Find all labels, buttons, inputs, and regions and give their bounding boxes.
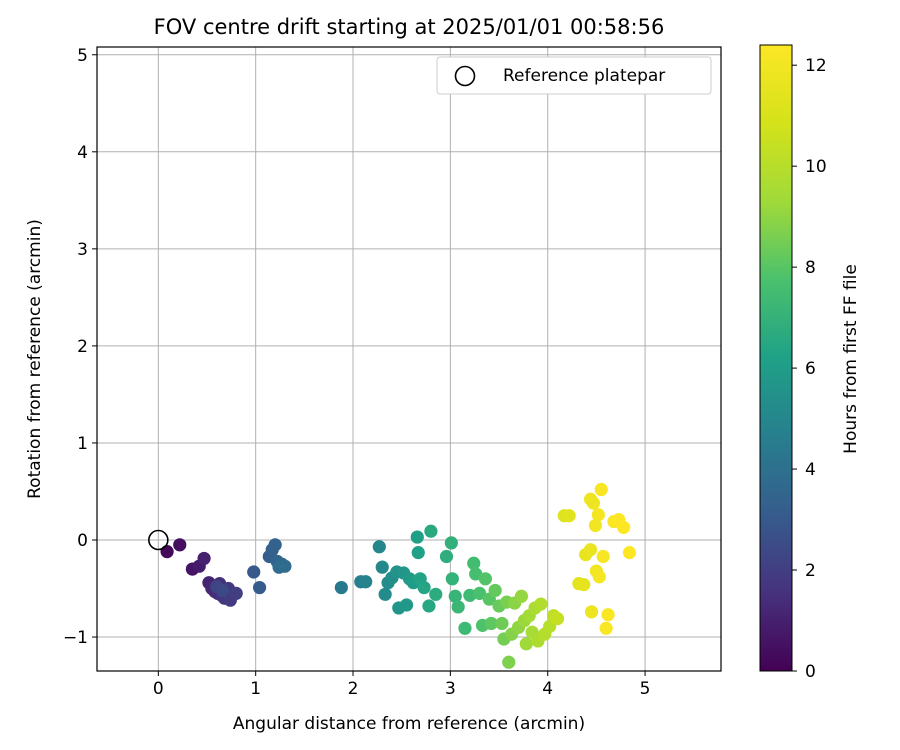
scatter-point [596,549,610,564]
scatter-point [550,611,565,626]
x-tick-label: 1 [250,679,261,699]
y-tick-label: 3 [77,240,88,260]
y-tick-label: 4 [77,143,88,163]
y-tick-label: 5 [77,46,88,66]
scatter-point [588,518,603,533]
colorbar-tick-label: 8 [805,258,816,278]
scatter-point [601,608,615,622]
legend-entry-reference: Reference platepar [503,66,665,86]
colorbar-tick-label: 4 [805,460,816,480]
grid [97,47,721,671]
colorbar-tick-label: 12 [805,56,827,76]
scatter-point [467,556,481,570]
x-tick-label: 2 [348,679,359,699]
scatter-point [495,616,509,631]
scatter-point [160,545,174,559]
x-axis-label: Angular distance from reference (arcmin) [233,714,585,734]
colorbar: 0 2 4 6 8 10 12 Hours from first FF file [759,44,861,682]
scatter-point [411,546,425,560]
scatter-point [458,621,472,635]
scatter-point [173,538,187,552]
scatter-point [583,492,598,506]
scatter-point [478,572,493,586]
reference-platepar-point [148,529,169,551]
colorbar-tick-label: 2 [805,561,816,581]
colorbar-gradient [759,44,793,672]
scatter-point [591,508,605,522]
legend-marker-icon [454,65,476,87]
y-tick-label: 2 [77,337,88,357]
scatter-point [247,565,261,579]
scatter-point [562,509,576,523]
scatter-point [577,578,591,592]
scatter-point [448,589,462,603]
scatter-point [583,543,598,557]
scatter-point [488,583,502,598]
colorbar-tick-label: 0 [805,662,816,682]
colorbar-ticks: 0 2 4 6 8 10 12 [792,56,827,682]
scatter-point [519,637,533,651]
y-tick-label: 0 [77,531,88,551]
y-tick-label: −1 [63,628,88,648]
scatter-point [424,524,438,538]
scatter-point [622,546,637,560]
scatter-point [451,600,465,614]
scatter-point [197,551,211,566]
scatter-point [215,583,230,598]
scatter-point [417,580,431,595]
scatter-point [444,536,458,550]
scatter-point [484,616,498,631]
y-tick-label: 1 [77,434,88,454]
scatter-point [252,580,267,595]
scatter-points [160,482,637,669]
scatter-point [334,580,348,595]
reference-marker [148,529,169,551]
y-axis-label: Rotation from reference (arcmin) [25,219,45,499]
scatter-point [469,567,483,581]
scatter-point [472,586,487,600]
scatter-point [429,587,443,601]
x-axis-ticks: 0 1 2 3 4 5 [153,671,651,699]
scatter-point [375,560,389,574]
scatter-point [617,520,631,534]
scatter-point [514,589,529,603]
scatter-point [439,549,454,564]
scatter-point [268,538,282,552]
scatter-point [422,599,436,613]
colorbar-tick-label: 6 [805,359,816,379]
scatter-point [594,482,608,497]
colorbar-tick-label: 10 [805,157,827,177]
y-axis-ticks: −1 0 1 2 3 4 5 [63,46,97,648]
scatter-point [445,572,459,586]
scatter-point [584,605,599,619]
legend-box [436,56,712,95]
scatter-point [534,597,548,611]
colorbar-label: Hours from first FF file [841,264,861,454]
scatter-point [359,575,373,589]
plot-frame [96,46,722,672]
x-tick-label: 4 [542,679,553,699]
scatter-point [229,586,243,600]
scatter-point [592,570,606,584]
scatter-point [502,655,516,669]
legend: Reference platepar [436,56,712,95]
x-tick-label: 3 [445,679,456,699]
x-tick-label: 5 [640,679,651,699]
scatter-point [599,621,613,635]
scatter-point [399,598,414,612]
x-tick-label: 0 [153,679,164,699]
chart-title: FOV centre drift starting at 2025/01/01 … [154,15,665,39]
scatter-point [372,540,386,554]
scatter-point [378,587,392,601]
scatter-point [410,530,424,544]
scatter-point [272,560,286,574]
